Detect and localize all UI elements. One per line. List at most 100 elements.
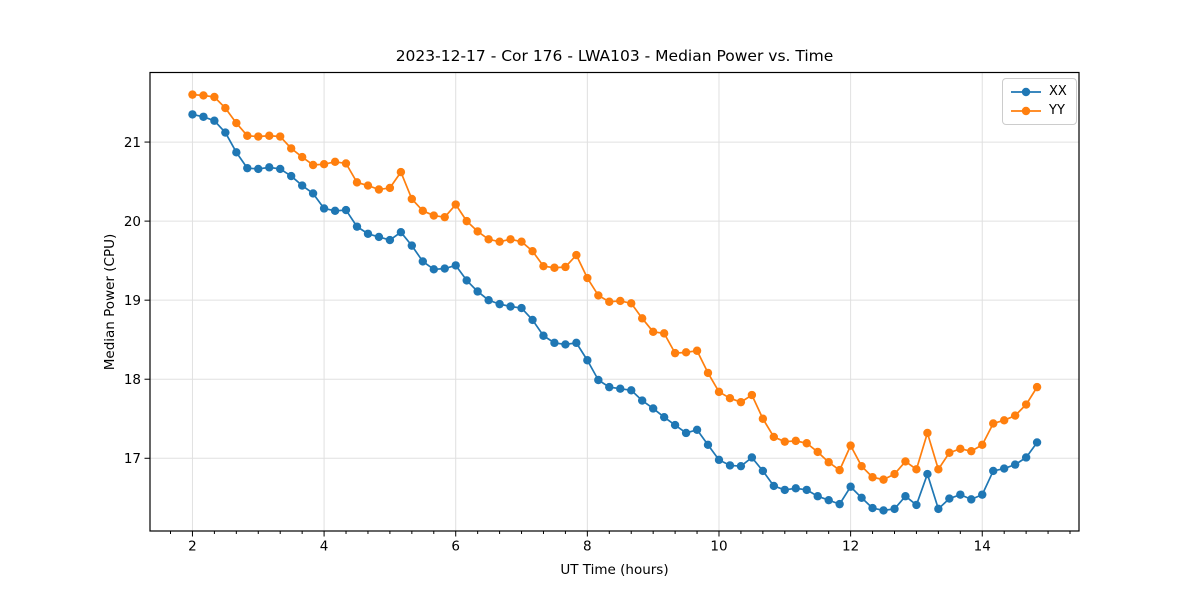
data-point-marker (802, 485, 811, 495)
data-point-marker (846, 441, 855, 450)
data-point-marker (297, 181, 307, 190)
data-point-marker (967, 446, 976, 456)
data-point-marker (506, 302, 515, 311)
data-point-marker (594, 291, 603, 300)
data-point-marker (868, 503, 877, 513)
data-point-marker (791, 436, 800, 446)
data-point-marker (319, 160, 329, 169)
data-point-marker (780, 437, 789, 446)
data-point-marker (659, 412, 669, 422)
y-tick-label: 18 (124, 372, 141, 388)
data-point-marker (594, 375, 603, 385)
data-point-marker (286, 144, 296, 153)
data-point-marker (210, 116, 219, 125)
data-point-marker (462, 276, 471, 285)
data-point-marker (243, 131, 252, 140)
data-point-marker (572, 338, 581, 348)
data-point-marker (286, 171, 296, 181)
data-point-marker (495, 299, 504, 309)
data-point-marker (692, 346, 702, 355)
data-point-marker (188, 90, 197, 99)
data-point-marker (550, 338, 559, 348)
data-point-marker (835, 499, 844, 509)
data-point-marker (835, 465, 844, 475)
data-point-marker (407, 241, 417, 250)
x-tick-label: 2 (188, 539, 197, 555)
data-point-marker (967, 495, 976, 504)
data-point-marker (1010, 460, 1020, 469)
data-point-marker (308, 189, 318, 198)
data-point-marker (583, 356, 592, 365)
data-point-marker (758, 466, 768, 476)
data-point-marker (627, 386, 636, 395)
data-point-marker (714, 455, 724, 465)
plot-border (149, 71, 1080, 532)
data-point-marker (813, 447, 822, 457)
data-point-marker (385, 183, 395, 193)
data-point-marker (539, 261, 548, 271)
data-point-marker (275, 164, 285, 174)
data-point-marker (923, 428, 932, 438)
data-point-marker (725, 461, 735, 470)
data-point-marker (637, 396, 647, 405)
x-tick-label: 12 (842, 539, 859, 555)
data-point-marker (506, 235, 515, 244)
data-point-marker (945, 494, 954, 503)
data-point-marker (956, 444, 965, 453)
data-point-marker (879, 506, 888, 515)
data-point-marker (956, 490, 965, 499)
chart-title: 2023-12-17 - Cor 176 - LWA103 - Median P… (395, 47, 834, 65)
y-axis-label: Median Power (CPU) (102, 233, 118, 371)
data-point-marker (528, 246, 537, 256)
data-point-marker (747, 390, 757, 400)
data-point-marker (846, 482, 855, 491)
data-point-marker (462, 216, 471, 226)
data-point-marker (659, 329, 669, 338)
data-point-marker (484, 235, 493, 244)
legend: XX YY (1002, 78, 1077, 125)
data-point-marker (517, 303, 526, 313)
data-point-marker (528, 315, 537, 325)
data-point-marker (791, 484, 800, 493)
data-point-marker (857, 461, 866, 471)
x-tick-label: 4 (320, 539, 329, 555)
data-point-marker (254, 164, 263, 174)
legend-line-sample (1011, 87, 1041, 97)
data-point-marker (978, 490, 987, 499)
data-point-marker (780, 485, 789, 495)
data-point-marker (802, 439, 811, 448)
data-point-marker (407, 194, 417, 204)
data-point-marker (989, 419, 998, 428)
data-point-marker (868, 473, 877, 482)
data-point-marker (418, 257, 428, 266)
data-point-marker (451, 261, 460, 270)
data-point-marker (824, 458, 833, 467)
data-point-marker (330, 157, 340, 167)
data-point-marker (374, 185, 384, 194)
data-point-marker (934, 504, 943, 514)
axis-ticks: 2 4 6 8 10 12 14 17 18 19 20 21 (124, 135, 1071, 555)
data-point-marker (703, 440, 713, 450)
legend-label: YY (1049, 103, 1065, 118)
data-point-marker (374, 232, 384, 242)
x-axis-label: UT Time (hours) (560, 562, 669, 578)
data-point-marker (341, 205, 351, 215)
data-point-marker (319, 204, 329, 213)
data-point-marker (1032, 382, 1042, 392)
data-point-marker (747, 453, 757, 462)
data-point-marker (616, 296, 625, 306)
data-point-marker (813, 492, 822, 501)
data-point-marker (265, 131, 274, 140)
data-point-marker (561, 262, 570, 272)
data-point-marker (363, 229, 373, 238)
data-point-marker (265, 163, 274, 172)
data-point-marker (1010, 411, 1020, 420)
data-point-marker (539, 331, 548, 340)
legend-item-xx: XX (1010, 84, 1067, 100)
data-point-marker (912, 500, 921, 510)
data-point-marker (857, 493, 866, 502)
data-point-marker (627, 299, 636, 308)
gridlines (150, 72, 1079, 531)
